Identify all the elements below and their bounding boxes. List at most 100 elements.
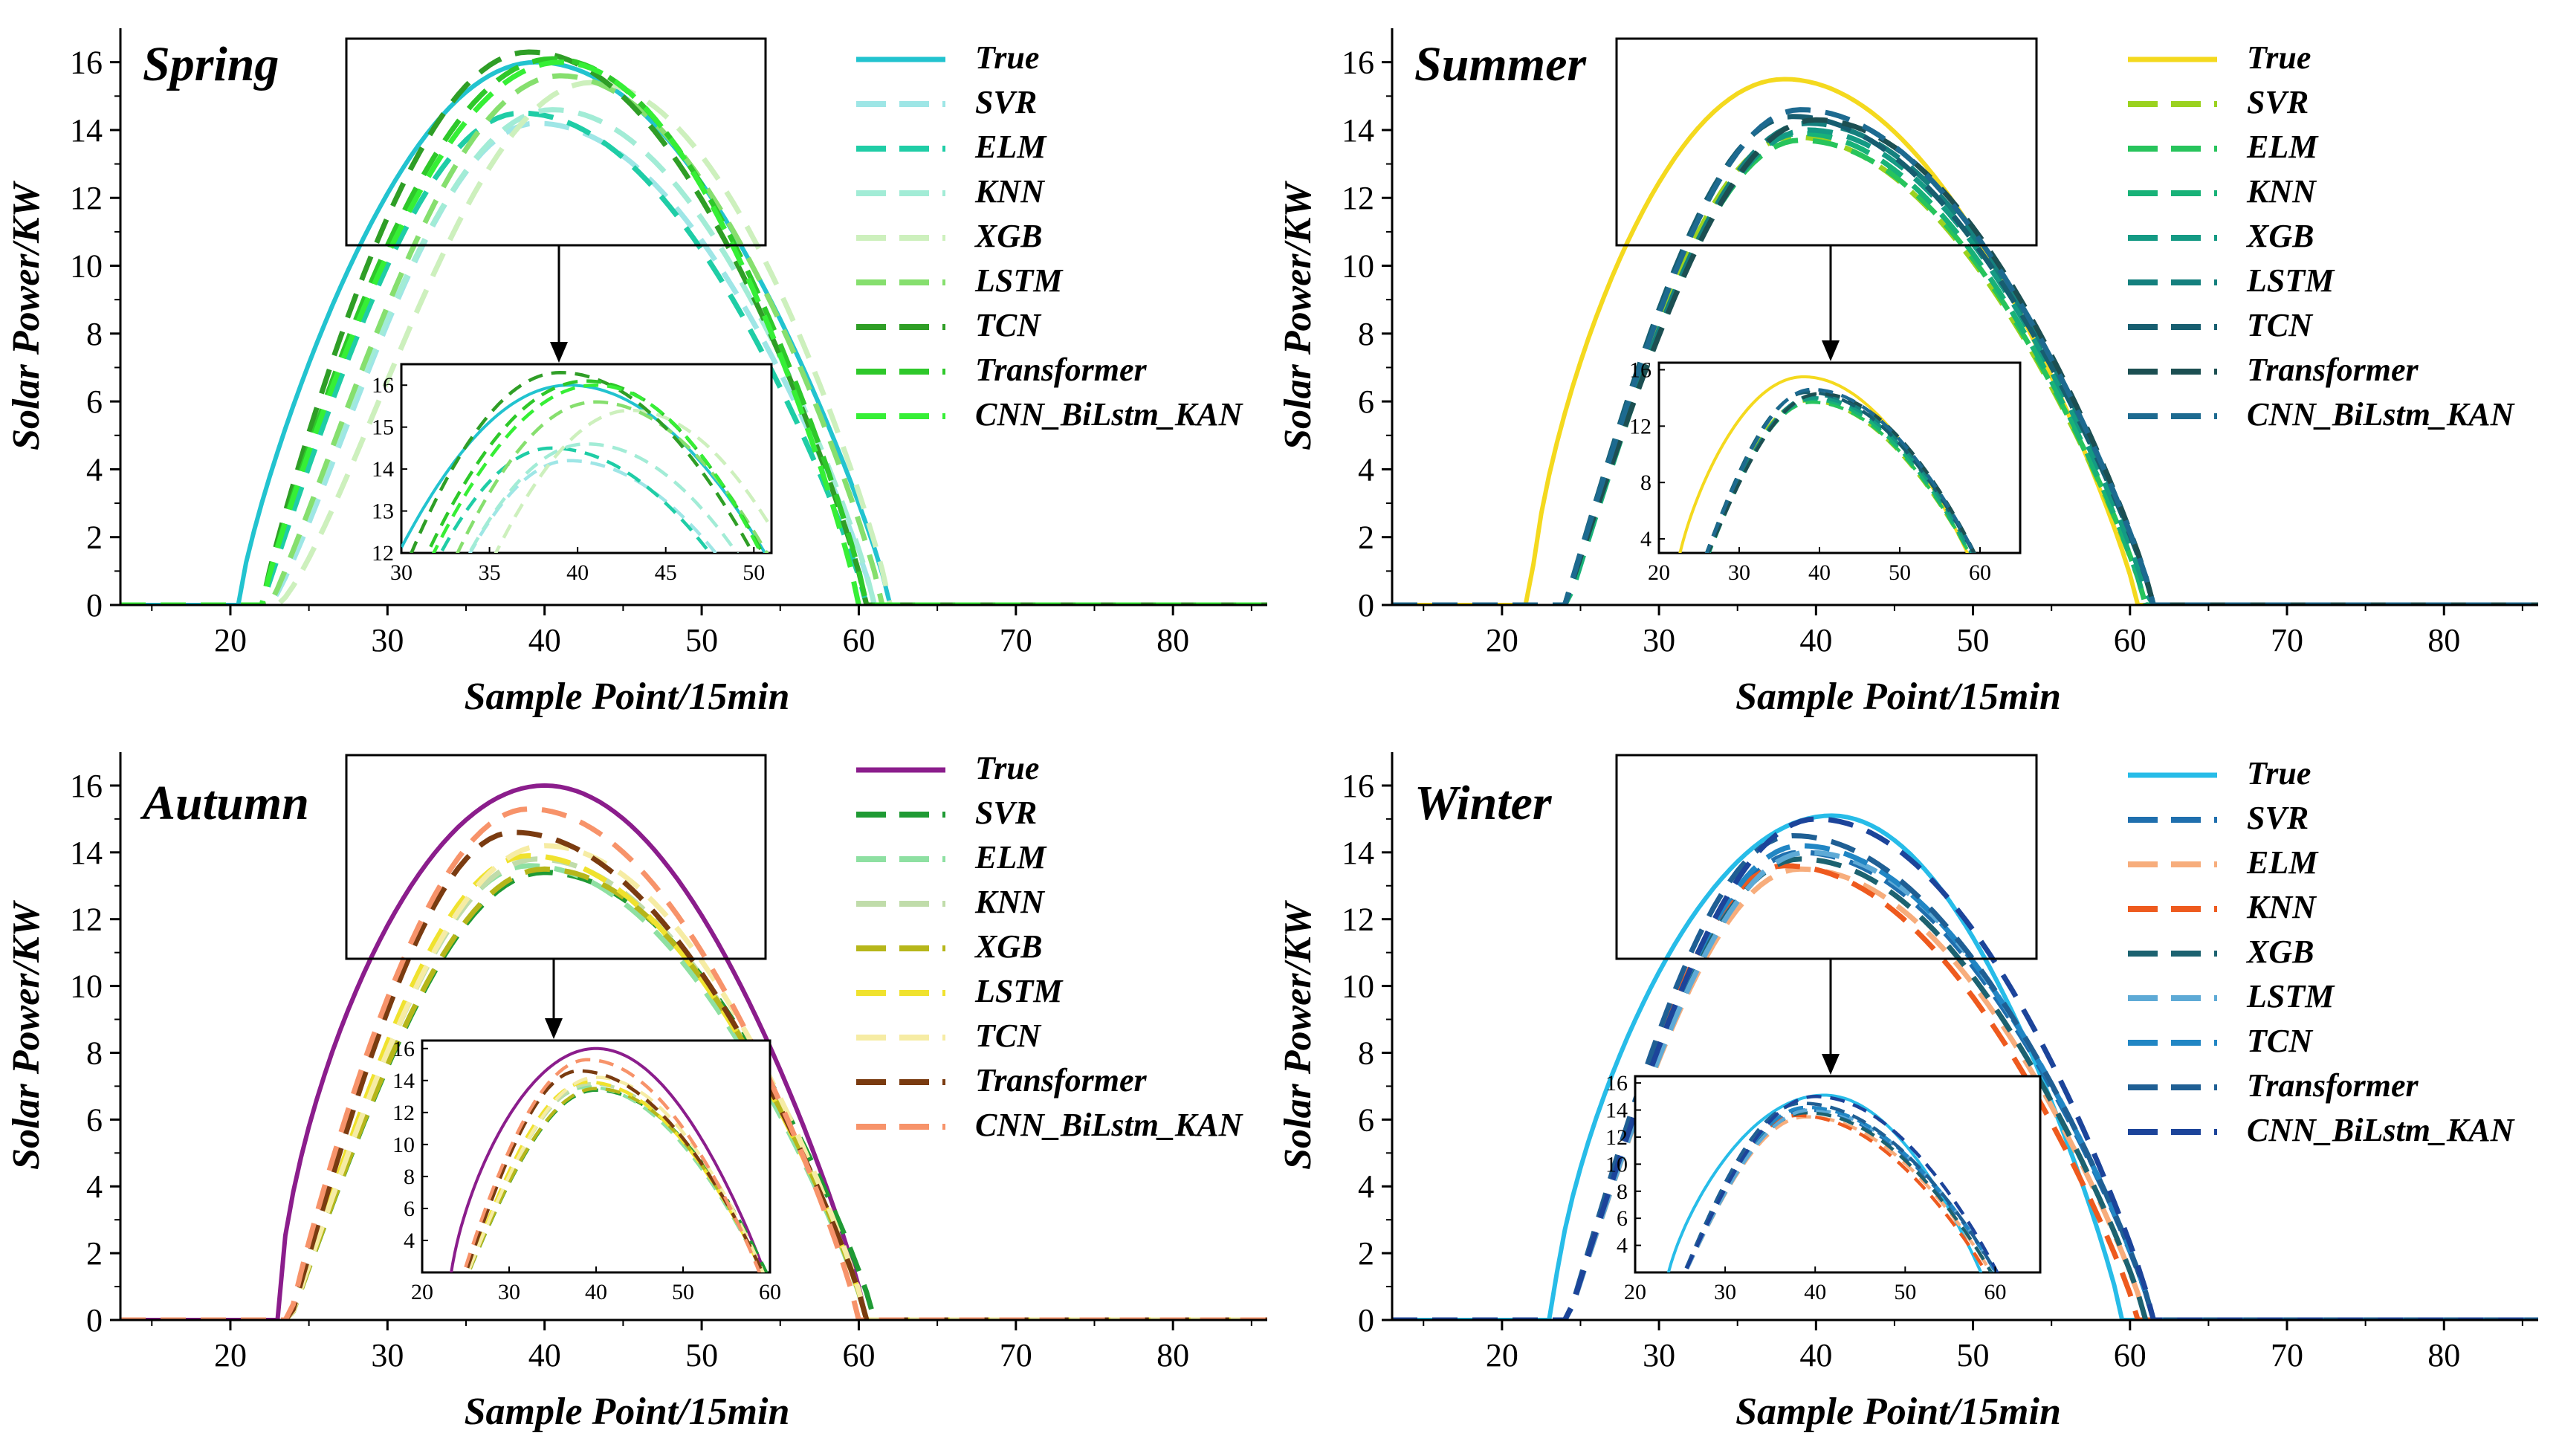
series-line-xgb	[120, 80, 1267, 605]
inset-y-tick-label: 8	[404, 1165, 415, 1189]
legend-label: ELM	[2246, 129, 2319, 165]
inset-x-tick-label: 20	[1624, 1280, 1646, 1304]
inset-series-line-svr	[468, 459, 718, 553]
chart-panel-summer: 20 30 40 50 60 70 80 0 2 4 6 8 10 12 14 16 Sample Point/…	[1277, 28, 2538, 718]
x-tick-label: 50	[685, 622, 718, 659]
x-tick-label: 30	[1643, 622, 1675, 659]
inset-y-tick-label: 16	[392, 1037, 415, 1061]
legend-label: Transformer	[2247, 352, 2419, 388]
y-tick-label: 10	[70, 968, 103, 1005]
legend-label: ELM	[2246, 844, 2319, 881]
y-tick-label: 6	[1358, 384, 1374, 420]
legend: True SVR ELM KNN XGB LSTM TCN Transformer CNN_Bi…	[2128, 39, 2516, 433]
legend-label: Transformer	[2247, 1067, 2419, 1104]
inset-series-line-transformer	[464, 1069, 765, 1272]
y-tick-label: 8	[1358, 1035, 1374, 1071]
x-tick-label: 80	[1156, 1337, 1189, 1374]
series-line-true	[1392, 813, 2538, 1320]
inset-y-tick-label: 15	[372, 415, 394, 440]
inset-y-tick-label: 12	[1629, 414, 1651, 439]
inset-x-tick-label: 50	[1894, 1280, 1916, 1304]
y-tick-label: 14	[70, 835, 103, 871]
series-line-cnn-bilstm-kan	[120, 806, 1267, 1320]
legend-label: Transformer	[975, 1062, 1147, 1099]
legend-label: True	[2247, 39, 2311, 76]
series-line-cnn-bilstm-kan	[120, 59, 1267, 605]
x-tick-label: 60	[2114, 1337, 2146, 1374]
legend-label: True	[975, 750, 1039, 786]
legend-label: XGB	[974, 928, 1042, 965]
inset-x-tick-label: 50	[672, 1280, 694, 1304]
series-line-svr	[1392, 134, 2538, 605]
inset-frame	[400, 363, 773, 554]
y-tick-label: 4	[86, 451, 103, 488]
zoom-arrow-head	[545, 1018, 563, 1039]
legend-label: CNN_BiLstm_KAN	[975, 1107, 1244, 1143]
inset-y-tick-label: 8	[1640, 470, 1651, 495]
x-tick-label: 70	[2271, 1337, 2303, 1374]
series-line-true	[120, 783, 1267, 1320]
legend-label: Transformer	[975, 352, 1147, 388]
inset-y-tick-label: 12	[392, 1101, 415, 1125]
y-axis-label: Solar Power/KW	[1277, 899, 1319, 1169]
x-tick-label: 60	[2114, 622, 2146, 659]
y-tick-label: 2	[1358, 1235, 1374, 1272]
zoom-arrow-head	[1822, 1054, 1840, 1075]
season-title: Autumn	[140, 776, 309, 830]
inset-series-line-cnn-bilstm-kan	[432, 383, 763, 553]
inset-x-tick-label: 60	[1984, 1280, 2006, 1304]
x-tick-label: 70	[1000, 1337, 1032, 1374]
inset-y-tick-label: 14	[392, 1069, 415, 1093]
series-line-svr	[120, 120, 1267, 605]
y-tick-label: 6	[86, 384, 103, 420]
legend-label: CNN_BiLstm_KAN	[2247, 396, 2516, 433]
series-group	[120, 783, 1267, 1320]
x-tick-label: 30	[371, 622, 404, 659]
y-tick-label: 14	[1342, 835, 1374, 871]
inset-x-tick-label: 30	[1714, 1280, 1736, 1304]
legend-label: CNN_BiLstm_KAN	[975, 396, 1244, 433]
x-tick-label: 40	[1799, 622, 1832, 659]
series-group	[1392, 77, 2538, 605]
x-axis-label: Sample Point/15min	[1735, 676, 2061, 718]
inset-x-tick-label: 40	[566, 560, 589, 585]
inset-y-tick-label: 4	[1617, 1234, 1628, 1258]
y-tick-label: 12	[1342, 902, 1374, 938]
legend-label: TCN	[975, 307, 1042, 343]
y-tick-label: 12	[70, 902, 103, 938]
y-tick-label: 6	[1358, 1101, 1374, 1138]
inset-series-line-cnn-bilstm-kan	[1683, 1095, 1999, 1272]
inset-x-tick-label: 20	[411, 1280, 433, 1304]
y-tick-label: 0	[86, 587, 103, 624]
inset-y-tick-label: 12	[372, 541, 394, 566]
legend-label: LSTM	[974, 973, 1064, 1009]
series-group	[1392, 813, 2538, 1320]
inset-y-tick-label: 12	[1605, 1125, 1628, 1150]
inset-y-tick-label: 6	[404, 1197, 415, 1221]
inset-x-tick-label: 40	[585, 1280, 607, 1304]
legend-label: SVR	[2247, 800, 2309, 836]
legend: True SVR ELM KNN XGB LSTM TCN Transformer CNN_Bi…	[856, 39, 1244, 433]
x-tick-label: 20	[1486, 1337, 1518, 1374]
series-line-transformer	[1392, 832, 2538, 1320]
zoom-region-box	[345, 37, 767, 247]
y-tick-label: 4	[1358, 451, 1374, 488]
inset-x-tick-label: 20	[1648, 560, 1670, 585]
inset-y-tick-label: 13	[372, 499, 394, 524]
inset-series-line-true	[1666, 1093, 1983, 1272]
x-tick-label: 60	[842, 622, 875, 659]
y-tick-label: 12	[70, 180, 103, 216]
y-tick-label: 10	[1342, 248, 1374, 285]
inset-y-tick-label: 10	[392, 1133, 415, 1157]
season-title: Winter	[1414, 776, 1553, 830]
series-line-elm	[120, 110, 1267, 605]
inset-x-tick-label: 60	[759, 1280, 781, 1304]
zoom-arrow-head	[550, 342, 568, 363]
y-tick-label: 0	[1358, 587, 1374, 624]
y-tick-label: 4	[86, 1168, 103, 1205]
x-tick-label: 40	[1799, 1337, 1832, 1374]
y-axis-label: Solar Power/KW	[1277, 180, 1319, 450]
inset-y-tick-label: 16	[1605, 1071, 1628, 1096]
